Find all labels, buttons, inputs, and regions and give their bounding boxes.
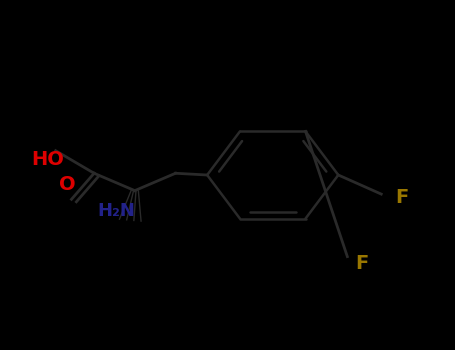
Text: H₂N: H₂N	[98, 202, 136, 220]
Text: F: F	[355, 254, 369, 273]
Text: O: O	[59, 175, 75, 194]
Text: F: F	[395, 188, 408, 207]
Text: HO: HO	[31, 150, 64, 169]
